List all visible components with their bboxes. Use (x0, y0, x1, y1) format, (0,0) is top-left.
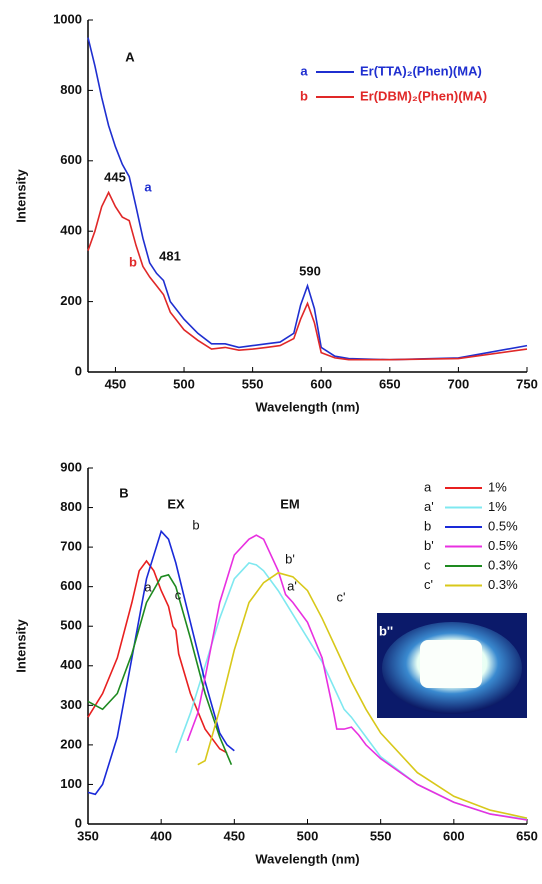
legend-key: a (424, 479, 432, 494)
x-tick-label: 500 (173, 376, 195, 391)
x-tick-label: 650 (379, 376, 401, 391)
data-line (87, 37, 528, 361)
legend-key: c (424, 557, 431, 572)
panel-label: B (119, 485, 128, 500)
x-tick-label: 400 (150, 828, 172, 843)
y-tick-label: 0 (75, 815, 82, 830)
data-line (87, 529, 235, 796)
legend-key: a (300, 63, 308, 78)
y-tick-label: 0 (75, 363, 82, 378)
y-tick-label: 1000 (53, 11, 82, 26)
panel-label: A (125, 49, 135, 64)
legend-label: 0.3% (488, 557, 518, 572)
annotation: EM (280, 496, 300, 511)
legend-label: 1% (488, 479, 507, 494)
x-tick-label: 550 (242, 376, 264, 391)
data-line (87, 559, 228, 754)
x-tick-label: 600 (443, 828, 465, 843)
x-tick-label: 700 (448, 376, 470, 391)
legend-label: Er(DBM)₂(Phen)(MA) (360, 88, 487, 103)
x-tick-label: 450 (223, 828, 245, 843)
legend-label: 1% (488, 499, 507, 514)
y-tick-label: 200 (60, 736, 82, 751)
y-axis-label: Intensity (13, 619, 28, 673)
x-tick-label: 350 (77, 828, 99, 843)
legend-label: 0.3% (488, 577, 518, 592)
legend-key: b' (424, 538, 434, 553)
data-line (87, 190, 528, 361)
x-tick-label: 600 (310, 376, 332, 391)
annotation: c' (337, 589, 346, 604)
annotation: a (144, 179, 152, 194)
y-tick-label: 700 (60, 539, 82, 554)
legend-key: b (424, 518, 431, 533)
annotation: 481 (159, 248, 181, 263)
annotation: b' (285, 551, 295, 566)
annotation: b (192, 517, 199, 532)
data-line (197, 571, 528, 819)
y-tick-label: 800 (60, 499, 82, 514)
data-line (186, 534, 528, 821)
y-tick-label: 500 (60, 618, 82, 633)
y-tick-label: 800 (60, 82, 82, 97)
legend-key: c' (424, 577, 433, 592)
x-tick-label: 550 (370, 828, 392, 843)
y-tick-label: 100 (60, 776, 82, 791)
legend-label: 0.5% (488, 518, 518, 533)
annotation: 445 (104, 169, 126, 184)
y-tick-label: 400 (60, 223, 82, 238)
annotation: b (129, 254, 137, 269)
inset-photo (377, 613, 527, 718)
legend-label: Er(TTA)₂(Phen)(MA) (360, 63, 482, 78)
y-tick-label: 600 (60, 152, 82, 167)
x-tick-label: 500 (297, 828, 319, 843)
x-tick-label: 450 (105, 376, 127, 391)
y-tick-label: 900 (60, 459, 82, 474)
y-tick-label: 300 (60, 697, 82, 712)
annotation: a' (287, 578, 297, 593)
x-axis-label: Wavelength (nm) (255, 399, 359, 414)
y-axis-label: Intensity (13, 169, 28, 223)
x-tick-label: 750 (516, 376, 538, 391)
annotation: c (175, 587, 182, 602)
y-tick-label: 200 (60, 293, 82, 308)
data-line (87, 573, 233, 766)
x-axis-label: Wavelength (nm) (255, 851, 359, 866)
annotation: a (144, 579, 152, 594)
y-tick-label: 400 (60, 657, 82, 672)
annotation: b'' (379, 623, 393, 638)
y-tick-label: 600 (60, 578, 82, 593)
legend-key: a' (424, 499, 434, 514)
legend-key: b (300, 88, 308, 103)
x-tick-label: 650 (516, 828, 538, 843)
legend-label: 0.5% (488, 538, 518, 553)
annotation: 590 (299, 263, 321, 278)
annotation: EX (167, 496, 185, 511)
